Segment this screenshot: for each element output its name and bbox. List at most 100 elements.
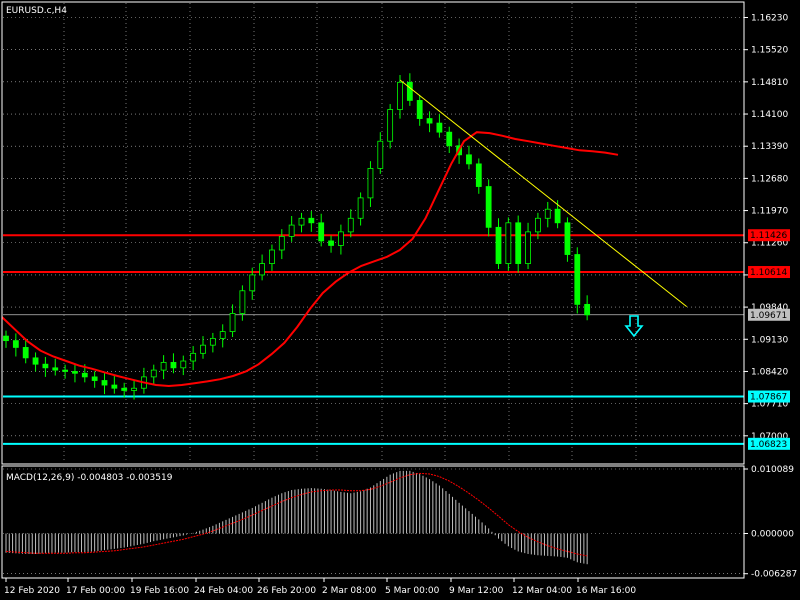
candle-body	[3, 335, 9, 342]
price-tick-label: 1.13390	[751, 142, 788, 152]
candle-body	[475, 163, 482, 187]
candle-body	[42, 363, 49, 369]
candle-body	[367, 168, 374, 199]
time-tick-label: 5 Mar 00:00	[385, 586, 440, 596]
candle-body	[170, 361, 177, 369]
price-candles	[3, 73, 591, 400]
candle-body	[150, 369, 157, 378]
candle-body	[485, 186, 492, 228]
candle-body	[387, 109, 394, 142]
price-tick-label: 1.14100	[751, 110, 788, 120]
candle-body	[564, 222, 571, 255]
candle-body	[209, 337, 216, 346]
time-tick-label: 16 Mar 16:00	[576, 586, 636, 596]
candle-body	[180, 360, 187, 369]
level-tag-resistance	[748, 266, 790, 279]
candle-body	[525, 231, 531, 264]
candle-body	[259, 263, 266, 276]
candle-body	[535, 217, 541, 233]
candle-body	[131, 387, 137, 391]
candle-body	[32, 357, 39, 365]
candle-body	[269, 249, 275, 264]
level-tag-label: 1.06823	[750, 440, 787, 450]
moving-average-line	[1, 131, 619, 388]
level-tag-label: 1.11426	[750, 231, 787, 241]
candle-body	[52, 367, 59, 371]
level-tag-label: 1.07867	[750, 393, 787, 403]
macd-axis: 0.010089 0.000000 -0.006287	[744, 465, 797, 580]
candle-body	[446, 131, 453, 147]
time-tick-label: 2 Mar 08:00	[322, 586, 377, 596]
candle-body	[426, 118, 433, 124]
level-tag-current_price	[748, 308, 790, 321]
price-tick-label: 1.09130	[751, 335, 788, 345]
macd-signal-line	[5, 472, 588, 557]
level-tag-resistance	[748, 229, 790, 242]
price-tick-label: 1.15520	[751, 46, 788, 56]
candle-body	[495, 226, 502, 264]
level-tag-support	[748, 390, 790, 403]
time-tick-label: 19 Feb 16:00	[130, 586, 189, 596]
time-tick-label: 24 Feb 04:00	[194, 586, 253, 596]
macd-tick-label: 0.010089	[751, 465, 794, 475]
price-tick-label: 1.09840	[751, 303, 788, 313]
candle-body	[229, 313, 236, 332]
candle-body	[515, 222, 522, 264]
price-tick-label: 1.11970	[751, 207, 788, 217]
symbol-title: EURUSD.c,H4	[6, 6, 67, 16]
candle-body	[121, 387, 128, 391]
candle-body	[584, 303, 591, 316]
candle-body	[318, 222, 325, 242]
candle-body	[190, 352, 197, 362]
price-grid	[3, 3, 744, 463]
time-tick-label: 9 Mar 12:00	[449, 586, 504, 596]
candle-body	[337, 231, 344, 246]
candle-body	[328, 240, 334, 246]
price-panel-frame	[1, 1, 745, 465]
candle-body	[249, 274, 256, 292]
macd-tick-label: 0.000000	[751, 530, 794, 540]
trendline[interactable]	[399, 79, 688, 308]
candle-body	[288, 224, 295, 237]
level-tag-support	[748, 437, 790, 450]
macd-panel[interactable]: MACD(12,26,9) -0.004803 -0.003519	[1, 465, 745, 579]
time-tick-label: 17 Feb 00:00	[66, 586, 125, 596]
price-tick-label: 1.08420	[751, 367, 788, 377]
candle-body	[554, 208, 561, 224]
candle-body	[466, 154, 472, 165]
candle-body	[62, 369, 68, 372]
candle-body	[278, 235, 285, 251]
level-tag-label: 1.10614	[750, 268, 787, 278]
price-tick-label: 1.07000	[751, 432, 788, 442]
candle-body	[308, 217, 315, 224]
candle-body	[200, 344, 206, 354]
candle-body	[160, 361, 167, 371]
price-axis: 1.16230 1.15520 1.14810 1.14100 1.13390 1.126…	[744, 14, 790, 450]
candle-body	[397, 81, 403, 110]
price-tick-label: 1.07710	[751, 400, 788, 410]
candle-body	[219, 331, 226, 339]
time-tick-label: 12 Feb 2020	[4, 586, 60, 596]
candle-body	[436, 122, 443, 133]
price-tick-label: 1.12680	[751, 174, 788, 184]
candle-body	[544, 208, 551, 219]
macd-histogram	[5, 470, 588, 565]
macd-panel-frame	[1, 465, 745, 579]
candle-body	[505, 222, 512, 264]
candle-body	[574, 254, 581, 305]
candle-body	[111, 384, 118, 389]
macd-tick-label: -0.006287	[751, 570, 797, 580]
candle-body	[377, 140, 384, 169]
candle-body	[239, 290, 246, 314]
candle-body	[406, 81, 413, 101]
time-tick-label: 12 Mar 04:00	[512, 586, 572, 596]
candle-body	[81, 372, 88, 378]
candle-body	[72, 371, 78, 374]
candle-body	[12, 340, 19, 348]
price-panel[interactable]: EURUSD.c,H4	[1, 1, 745, 465]
candle-body	[416, 100, 423, 119]
macd-title: MACD(12,26,9) -0.004803 -0.003519	[6, 473, 173, 483]
down-arrow-shape	[624, 315, 644, 338]
candle-body	[347, 217, 354, 233]
